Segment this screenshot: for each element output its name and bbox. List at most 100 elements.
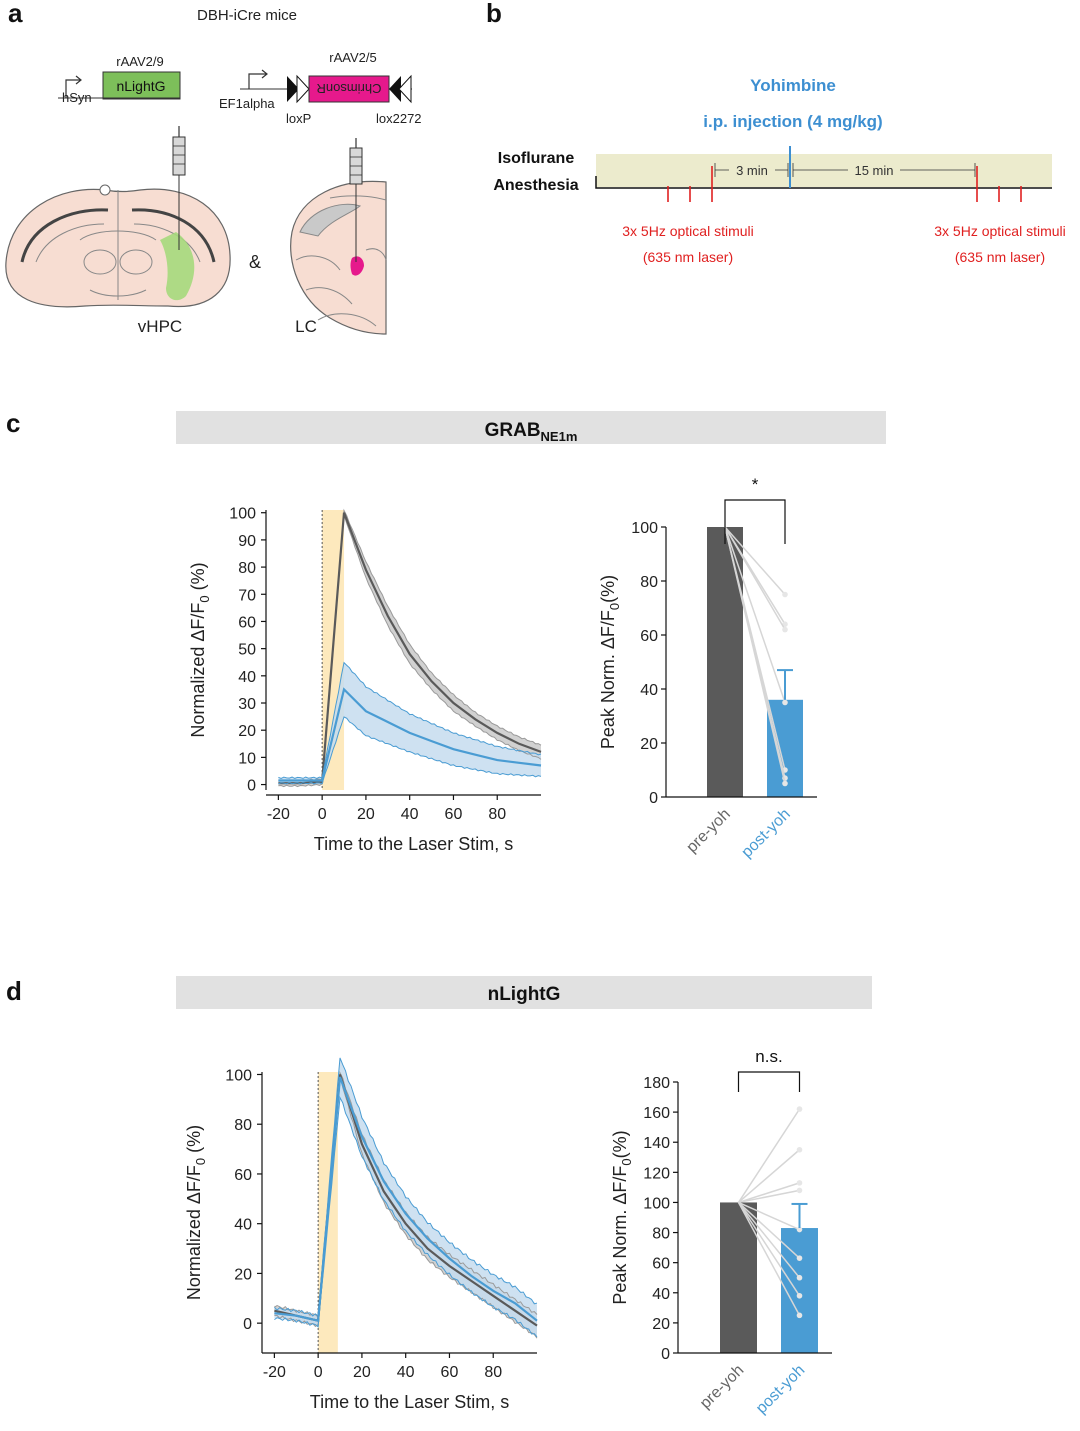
category-label: post-yoh: [753, 1362, 808, 1417]
sem-edge-post-yoh: [274, 1096, 538, 1338]
y-tick-label: 70: [238, 587, 256, 604]
drug-name: Yohimbine: [750, 76, 836, 95]
panel-letter-c: c: [6, 408, 20, 438]
x-tick-label: 80: [488, 806, 506, 823]
paired-line: [724, 526, 786, 595]
y-axis-label: Peak Norm. ΔF/F0(%): [610, 1130, 634, 1304]
y-tick-label: 20: [652, 1316, 670, 1333]
y-tick-label: 100: [225, 1067, 252, 1084]
stim-left-label-2: (635 nm laser): [643, 249, 733, 265]
y-tick-label: 60: [640, 628, 658, 645]
paired-line: [738, 1189, 800, 1204]
y-tick-label: 40: [234, 1217, 252, 1234]
syringe-icon-2: [349, 138, 363, 262]
interval-3min: [714, 162, 789, 178]
significance-label: *: [752, 475, 759, 494]
region-vhpc: vHPC: [138, 317, 182, 336]
panel-d-header-bar: [176, 976, 872, 1009]
syringe-icon-1: [172, 126, 186, 250]
category-label: pre-yoh: [697, 1362, 747, 1412]
sem-band-pre-yoh: [278, 510, 541, 786]
lox2272-triangle-icon: [296, 74, 310, 104]
bar-pre-yoh: [707, 527, 743, 797]
y-tick-label: 40: [238, 669, 256, 686]
panel-d-header: nLightG: [488, 984, 561, 1005]
sem-band-post-yoh: [278, 662, 541, 784]
y-axis-label-group: Peak Norm. ΔF/F0(%): [598, 575, 622, 749]
stim-ticks-left: [667, 166, 713, 202]
category-label-group: post-yoh: [738, 806, 793, 861]
x-tick-label: 40: [401, 806, 419, 823]
x-tick-label: 60: [441, 1364, 459, 1381]
y-axis-label-group: Normalized ΔF/F0 (%): [188, 562, 212, 737]
y-tick-label: 40: [640, 682, 658, 699]
y-axis-label: Normalized ΔF/F0 (%): [188, 562, 212, 737]
y-tick-label: 10: [238, 750, 256, 767]
paired-line: [724, 526, 786, 784]
interval-3min-label: 3 min: [736, 163, 768, 178]
y-axis-label: Normalized ΔF/F0 (%): [184, 1125, 208, 1300]
timeline-axis: [595, 176, 1052, 189]
paired-point: [796, 1292, 803, 1299]
y-tick-label: 120: [643, 1165, 670, 1182]
x-tick-label: 20: [353, 1364, 371, 1381]
significance-bracket: [737, 1071, 801, 1092]
category-label-group: post-yoh: [753, 1362, 808, 1417]
anesthesia-label-2: Anesthesia: [493, 177, 578, 194]
y-tick-label: 100: [631, 520, 658, 537]
y-axis-label-group: Peak Norm. ΔF/F0(%): [610, 1130, 634, 1304]
interval-15min: [792, 162, 976, 178]
promoter1-arrow-icon: [65, 75, 82, 98]
significance-bracket: [724, 499, 786, 544]
sem-edge-post-yoh: [274, 1057, 538, 1317]
mean-line-post-yoh: [278, 687, 542, 782]
x-tick-label: 20: [357, 806, 375, 823]
y-axis-label: Peak Norm. ΔF/F0(%): [598, 575, 622, 749]
construct2-virus: rAAV2/5: [329, 50, 376, 65]
y-tick-label: 50: [238, 642, 256, 659]
y-tick-label: 60: [234, 1167, 252, 1184]
x-tick-label: 0: [318, 806, 327, 823]
x-tick-label: 0: [314, 1364, 323, 1381]
mean-line-post-yoh: [274, 1076, 538, 1323]
paired-point: [782, 780, 788, 787]
paired-line: [724, 526, 786, 630]
panel-letter-b: b: [486, 0, 502, 28]
y-tick-label: 40: [652, 1286, 670, 1303]
nlightg-gene-box: [102, 71, 181, 100]
x-tick-label: 80: [484, 1364, 502, 1381]
paired-line: [737, 1201, 801, 1279]
y-tick-label: 0: [247, 778, 256, 795]
y-tick-label: 20: [640, 736, 658, 753]
y-tick-label: 90: [238, 533, 256, 550]
paired-point: [782, 626, 788, 633]
paired-line: [737, 1202, 801, 1316]
sem-edge-post-yoh: [278, 716, 542, 785]
paired-line: [737, 1202, 801, 1297]
chart-c-bar: 0 20 40 60 80 100 pre-yoh post-yoh * Peak Norm. Δ…: [598, 475, 817, 861]
chart-c-trace: 0 10 20 30 40 50 60 70 80 90 100 -20 0 20 40 60 80 Time t…: [188, 506, 542, 854]
y-tick-label: 80: [652, 1226, 670, 1243]
panel-b: Yohimbine i.p. injection (4 mg/kg) Isofl…: [493, 76, 1065, 265]
y-tick-label: 80: [640, 574, 658, 591]
panel-letter-a: a: [8, 0, 23, 28]
y-tick-label: 160: [643, 1105, 670, 1122]
bar-post-yoh: [781, 1228, 818, 1353]
panel-c-header-bar: [176, 411, 886, 444]
category-label: pre-yoh: [683, 806, 733, 856]
construct1-virus: rAAV2/9: [116, 54, 163, 69]
construct2-lox2272: lox2272: [376, 111, 422, 126]
x-axis-label: Time to the Laser Stim, s: [314, 834, 513, 854]
paired-line: [738, 1182, 800, 1204]
x-axis-label: Time to the Laser Stim, s: [310, 1392, 509, 1412]
loxp-triangle-icon: [287, 76, 299, 102]
x-tick-label: 40: [397, 1364, 415, 1381]
paired-point: [782, 699, 788, 706]
y-axis-label-group: Normalized ΔF/F0 (%): [184, 1125, 208, 1300]
injection-label: i.p. injection (4 mg/kg): [703, 112, 882, 131]
panel-c-header: GRABNE1m: [485, 420, 578, 444]
loxp-triangle-right-icon: [389, 76, 401, 102]
y-tick-label: 80: [234, 1117, 252, 1134]
chrimsonr-gene-box: [308, 75, 390, 103]
